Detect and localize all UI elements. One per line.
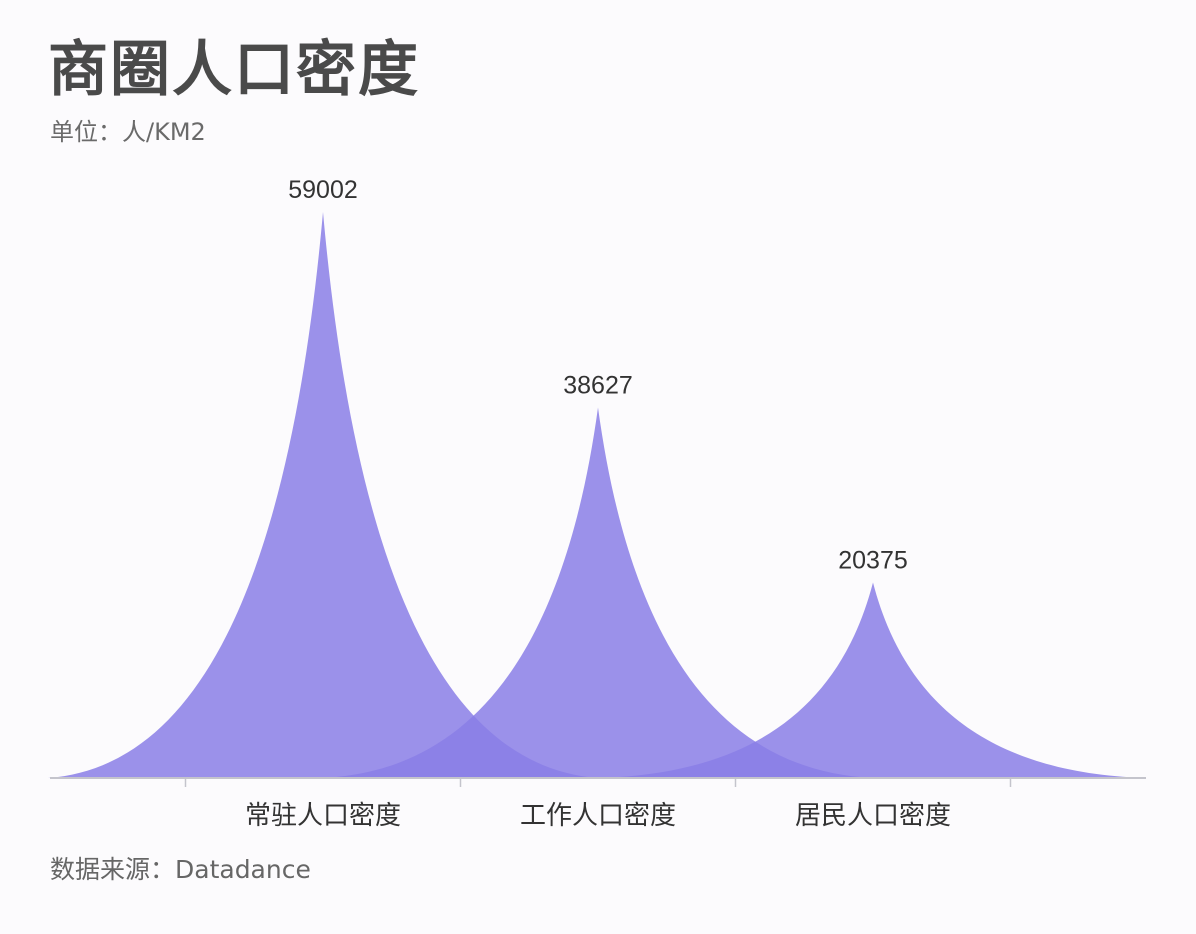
x-axis-ticks: [184, 778, 1012, 787]
x-axis-labels: 常驻人口密度 工作人口密度 居民人口密度: [245, 801, 951, 831]
category-label: 工作人口密度: [520, 801, 676, 831]
data-source: 数据来源：Datadance: [50, 855, 311, 884]
peak-mark: [48, 212, 598, 778]
data-label: 38627: [563, 371, 633, 399]
data-labels: 59002 38627 20375: [288, 176, 908, 575]
peak-series: [48, 212, 1148, 778]
data-label: 20375: [838, 547, 908, 575]
category-label: 常驻人口密度: [245, 801, 401, 831]
chart-title: 商圈人口密度: [48, 35, 420, 105]
category-label: 居民人口密度: [795, 801, 951, 831]
data-label: 59002: [288, 176, 358, 204]
peak-mark: [323, 407, 873, 778]
unit-label: 单位：人/KM2: [50, 118, 206, 146]
peak-mark: [598, 582, 1148, 778]
